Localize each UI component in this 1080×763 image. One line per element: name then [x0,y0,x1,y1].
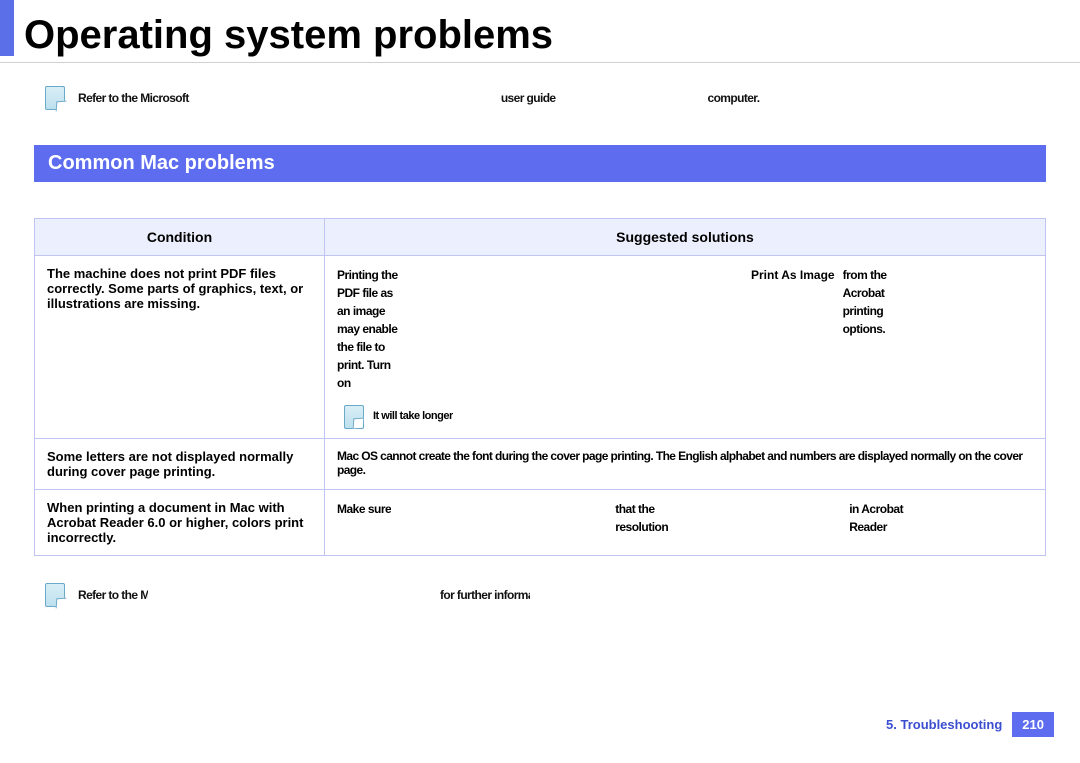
footer-chapter: 5. Troubleshooting [886,717,1002,732]
note-text: for further information on Mac [440,588,530,602]
cell-condition: When printing a document in Mac with Acr… [35,490,325,556]
col-solutions: Suggested solutions [325,219,1046,256]
solution-text: from the Acrobat printing options. [843,266,893,392]
table-row: The machine does not print PDF files cor… [35,256,1046,439]
bottom-note: Refer to the Mac user for further inform… [34,582,1046,608]
table-row: Some letters are not displayed normally … [35,439,1046,490]
footer-page-number: 210 [1012,712,1054,737]
page-footer: 5. Troubleshooting 210 [886,712,1054,737]
note-icon [44,582,66,608]
page-title: Operating system problems [24,8,553,56]
solution-text: that the resolution [615,500,675,536]
subnote-text: It will take longer to print when you pr… [373,410,453,422]
table-row: When printing a document in Mac with Acr… [35,490,1046,556]
solution-text: Make sure [337,500,391,536]
top-note: Refer to the Microsoft user guide for fu… [34,85,1046,111]
note-icon [343,404,363,428]
col-condition: Condition [35,219,325,256]
cell-solution: Printing the PDF file as an image may en… [325,256,1046,439]
note-text: Refer to the Mac user [78,588,148,602]
note-icon [44,85,66,111]
solution-bold: Print As Image [751,266,835,392]
note-text: user guide [501,91,556,105]
title-accent [0,0,14,56]
problems-table: Condition Suggested solutions The machin… [34,218,1046,556]
note-text: Refer to the Microsoft [78,91,189,105]
cell-solution: Make sure that the resolution in Acrobat… [325,490,1046,556]
section-heading: Common Mac problems [34,145,1046,182]
solution-subnote: It will take longer to print when you pr… [337,404,1033,428]
note-text: computer. [708,91,760,105]
solution-text: in Acrobat Reader [849,500,919,536]
cell-solution: Mac OS cannot create the font during the… [325,439,1046,490]
solution-text: Printing the PDF file as an image may en… [337,266,407,392]
cell-condition: The machine does not print PDF files cor… [35,256,325,439]
cell-condition: Some letters are not displayed normally … [35,439,325,490]
title-bar: Operating system problems [0,0,1080,56]
title-rule [0,62,1080,63]
solution-text: Mac OS cannot create the font during the… [337,449,1033,477]
